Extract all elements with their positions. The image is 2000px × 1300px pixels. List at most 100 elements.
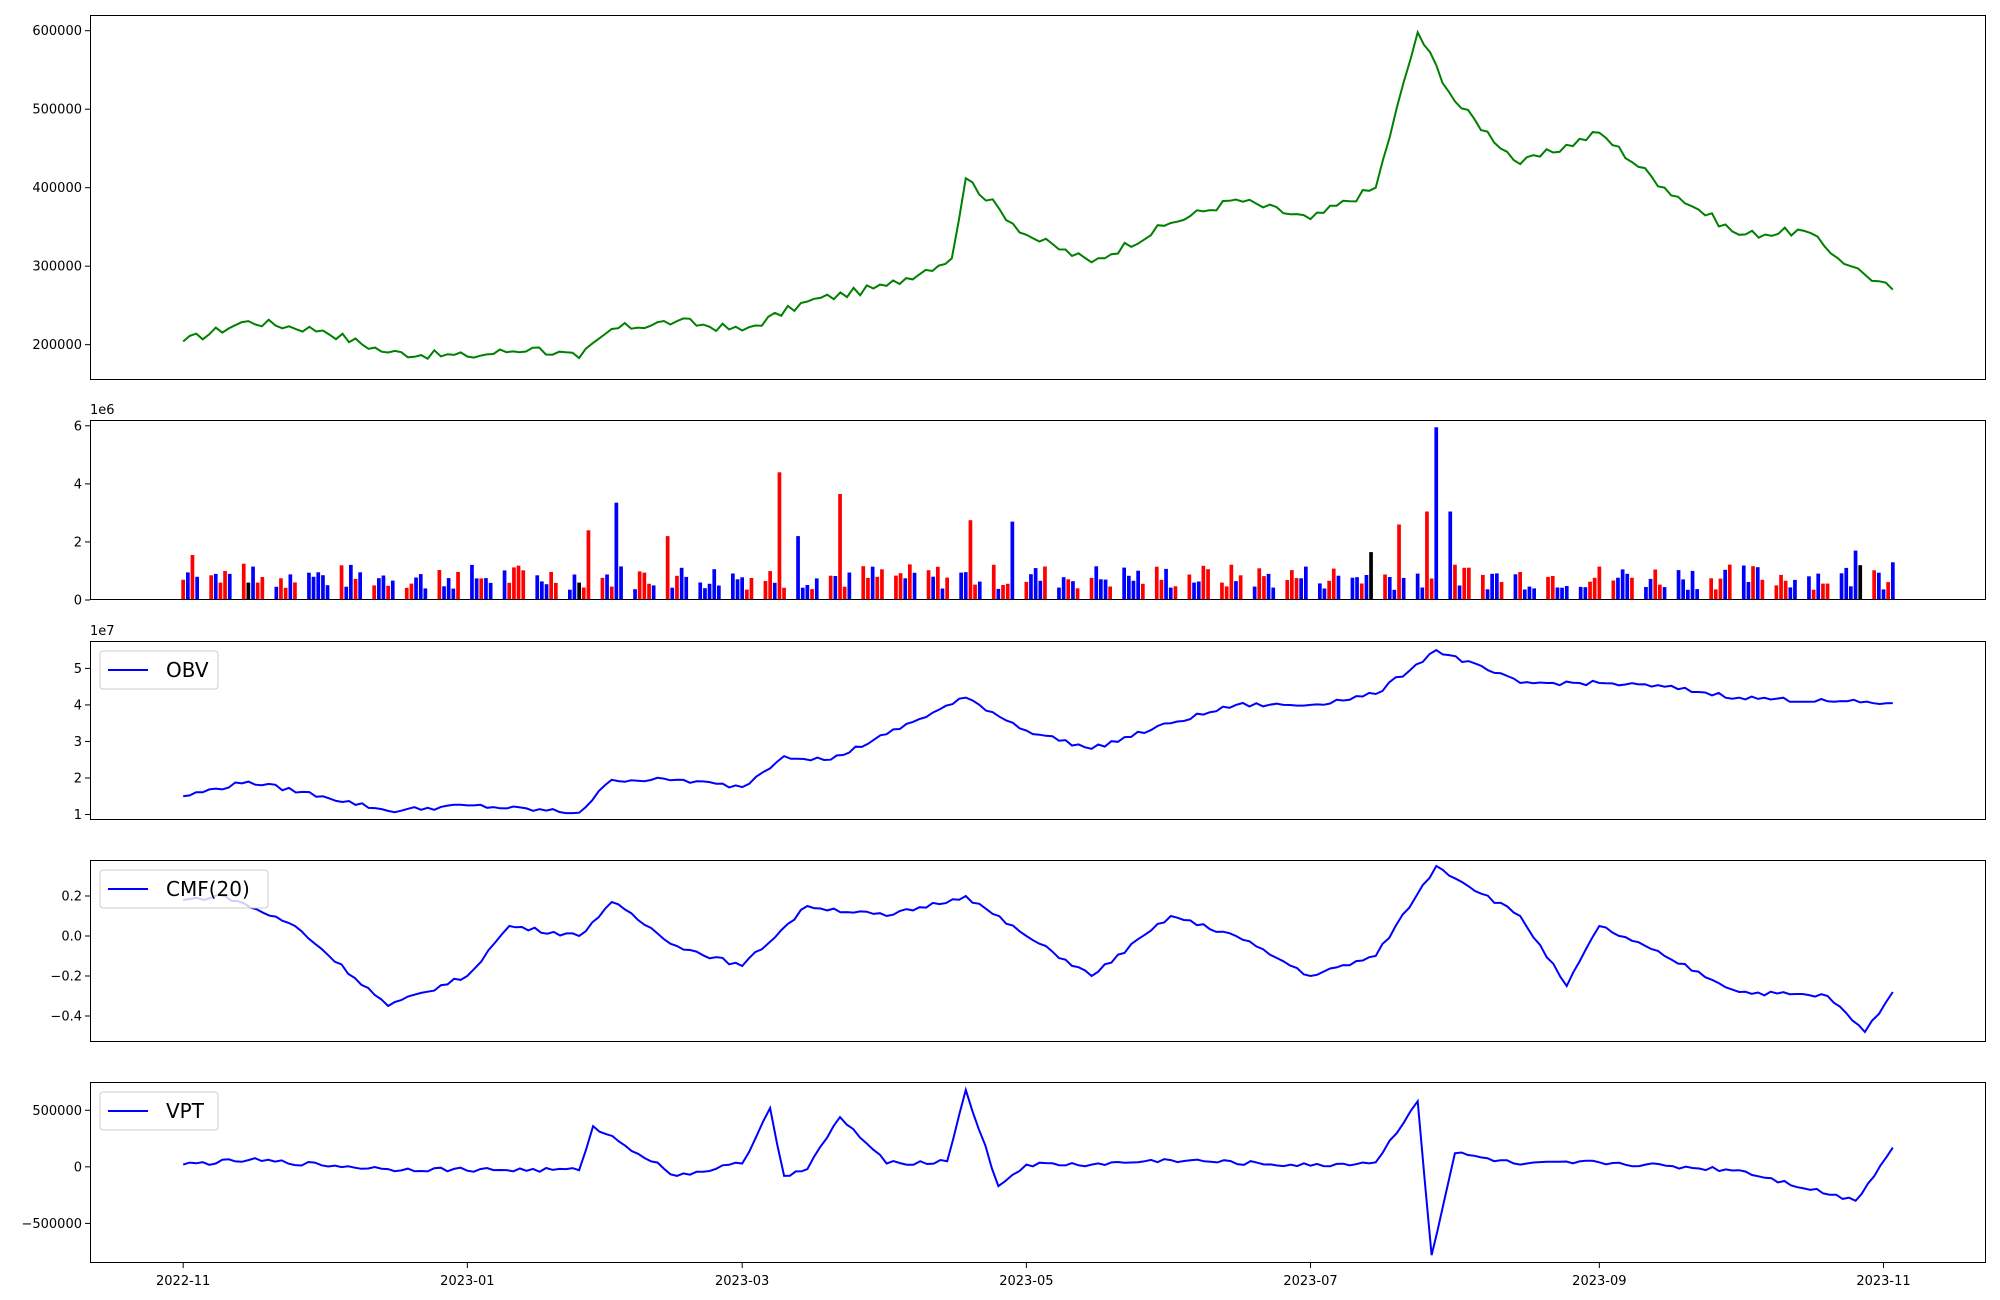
volume-bar xyxy=(1033,568,1038,600)
volume-bar xyxy=(1816,573,1821,600)
y-tick-label: 0.0 xyxy=(61,930,82,945)
volume-bar xyxy=(437,570,442,600)
volume-bar xyxy=(1490,573,1494,600)
volume-bar xyxy=(1168,587,1173,600)
volume-bar xyxy=(703,588,707,600)
volume-bar xyxy=(1392,589,1397,600)
volume-bar xyxy=(838,494,842,600)
y-tick-label: 200000 xyxy=(32,338,82,353)
y-tick-label: 2 xyxy=(74,771,82,786)
x-tick-label: 2023-03 xyxy=(715,1274,769,1289)
volume-bar xyxy=(1625,573,1630,600)
volume-bar xyxy=(1653,569,1658,600)
volume-bar xyxy=(1057,587,1061,600)
volume-bar xyxy=(1709,578,1713,600)
volume-bar xyxy=(279,578,283,600)
volume-bar xyxy=(1741,565,1746,600)
volume-bar xyxy=(926,570,931,600)
scale-offset-label: 1e7 xyxy=(90,624,115,639)
volume-bar xyxy=(311,576,316,600)
volume-bar xyxy=(251,566,255,600)
y-tick-label: 0.2 xyxy=(61,890,82,905)
volume-bar xyxy=(679,567,684,600)
volume-bar xyxy=(1872,570,1876,600)
volume-bar xyxy=(1727,564,1732,600)
price-panel: 200000 300000 400000 500000 600000 xyxy=(32,15,1986,380)
volume-bar xyxy=(381,575,386,600)
volume-bar xyxy=(1839,573,1844,600)
vpt-series-line xyxy=(182,1086,1894,1256)
volume-bar xyxy=(1522,589,1527,600)
volume-bar xyxy=(344,586,349,600)
volume-bar xyxy=(1285,580,1290,600)
volume-bar xyxy=(651,585,656,600)
volume-bar xyxy=(991,564,996,600)
volume-bar xyxy=(1662,587,1667,600)
volume-bar xyxy=(1429,578,1434,600)
y-tick-label: 500000 xyxy=(32,1104,82,1119)
volume-bar xyxy=(1760,579,1765,600)
volume-bar xyxy=(1513,574,1518,600)
legend-box xyxy=(99,869,269,909)
legend-box xyxy=(99,650,219,690)
volume-bar xyxy=(1555,587,1560,600)
cmf-series-line xyxy=(183,864,1894,1034)
volume-bar xyxy=(1788,587,1793,600)
volume-bar xyxy=(814,578,819,600)
volume-bar xyxy=(1224,586,1229,600)
volume-bar xyxy=(1304,566,1308,600)
volume-bar xyxy=(390,580,395,600)
legend-box xyxy=(99,1091,219,1131)
volume-bar xyxy=(642,572,647,600)
volume-bar xyxy=(647,583,651,600)
volume-bar xyxy=(996,588,1001,600)
volume-bar xyxy=(894,575,898,600)
volume-bar xyxy=(1844,567,1849,600)
volume-bar xyxy=(474,578,479,600)
volume-bar xyxy=(283,587,288,600)
legend-label: CMF(20) xyxy=(166,877,250,901)
volume-bar xyxy=(321,575,325,600)
volume-bar xyxy=(1807,576,1811,600)
volume-bar xyxy=(581,587,586,600)
obv-legend: OBV xyxy=(99,650,219,690)
volume-bar xyxy=(409,583,414,600)
volume-bar xyxy=(1578,586,1583,600)
cmf-panel: −0.4 −0.2 0.0 0.2 CMF(20) xyxy=(50,860,1986,1042)
volume-bar xyxy=(1355,577,1359,600)
volume-bar xyxy=(1448,511,1453,600)
volume-bar xyxy=(1336,575,1341,600)
volume-bar xyxy=(903,578,908,600)
volume-bar xyxy=(293,582,297,600)
volume-bar xyxy=(796,536,800,600)
volume-bar xyxy=(568,589,572,600)
volume-bar xyxy=(1849,586,1853,600)
volume-bar xyxy=(945,577,949,600)
volume-bar xyxy=(488,582,493,600)
volume-bar xyxy=(307,572,311,600)
volume-bar xyxy=(1331,568,1336,600)
volume-bar xyxy=(1881,589,1886,600)
volume-bar xyxy=(670,587,675,600)
volume-bar xyxy=(1094,566,1099,600)
volume-bar xyxy=(772,582,777,600)
volume-bar xyxy=(637,571,642,600)
x-tick-label: 2022-11 xyxy=(156,1274,210,1289)
volume-bar xyxy=(731,573,735,600)
volume-bar xyxy=(502,570,507,600)
obv-axes-frame xyxy=(90,641,1986,820)
volume-bar xyxy=(866,577,870,600)
volume-bar xyxy=(1001,585,1005,600)
volume-bar xyxy=(1075,588,1080,600)
volume-bar xyxy=(1401,577,1406,600)
volume-bar xyxy=(316,572,321,600)
y-tick-label: 0 xyxy=(74,594,82,609)
volume-bar xyxy=(973,584,977,600)
volume-bar xyxy=(749,578,754,600)
volume-bar xyxy=(544,584,549,600)
y-tick-label: 0 xyxy=(74,1160,82,1175)
volume-bar xyxy=(1252,586,1257,600)
volume-bar xyxy=(740,577,744,600)
y-tick-label: 400000 xyxy=(32,181,82,196)
volume-bar xyxy=(1122,567,1126,600)
